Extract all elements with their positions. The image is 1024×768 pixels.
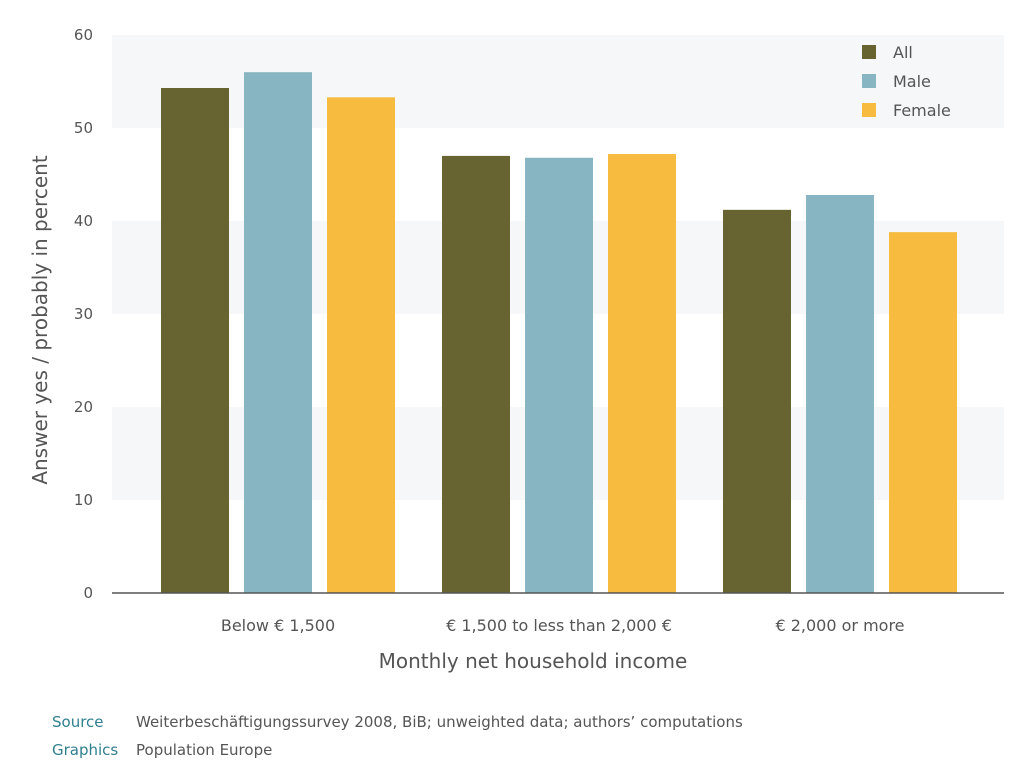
x-axis-title: Monthly net household income [379,649,688,673]
y-tick-label: 10 [74,491,93,509]
chart-svg: Below € 1,500 € 1,500 to less than 2,000 … [28,26,1004,673]
x-tick-label: € 1,500 to less than 2,000 € [446,616,672,635]
y-axis-title: Answer yes / probably in percent [28,155,52,484]
bar-male [525,157,593,593]
y-tick-label: 20 [74,398,93,416]
bar-all [442,155,510,593]
x-tick-label: Below € 1,500 [221,616,335,635]
legend-swatch-all [862,45,876,59]
y-tick-label: 60 [74,26,93,44]
y-tick-label: 40 [74,212,93,230]
source-notes: Source Weiterbeschäftigungssurvey 2008, … [52,708,743,764]
bar-female [327,97,395,593]
legend-swatch-female [862,103,876,117]
y-tick-label: 0 [83,584,93,602]
x-tick-label: € 2,000 or more [775,616,904,635]
y-tick-label: 50 [74,119,93,137]
graphics-key: Graphics [52,741,119,759]
bar-female [608,154,676,594]
legend-label-all: All [893,43,913,62]
bar-male [244,72,312,593]
bar-chart: Below € 1,500 € 1,500 to less than 2,000 … [28,26,1004,673]
source-key: Source [52,713,104,731]
bar-all [161,88,229,593]
graphics-row: Graphics Population Europe [52,736,743,764]
bar-all [723,209,791,593]
legend-swatch-male [862,74,876,88]
y-tick-label: 30 [74,305,93,323]
source-value: Weiterbeschäftigungssurvey 2008, BiB; un… [136,713,743,731]
bar-male [806,194,874,593]
bar-female [889,232,957,593]
legend-label-female: Female [893,101,951,120]
graphics-value: Population Europe [136,741,273,759]
source-row: Source Weiterbeschäftigungssurvey 2008, … [52,708,743,736]
legend-label-male: Male [893,72,931,91]
